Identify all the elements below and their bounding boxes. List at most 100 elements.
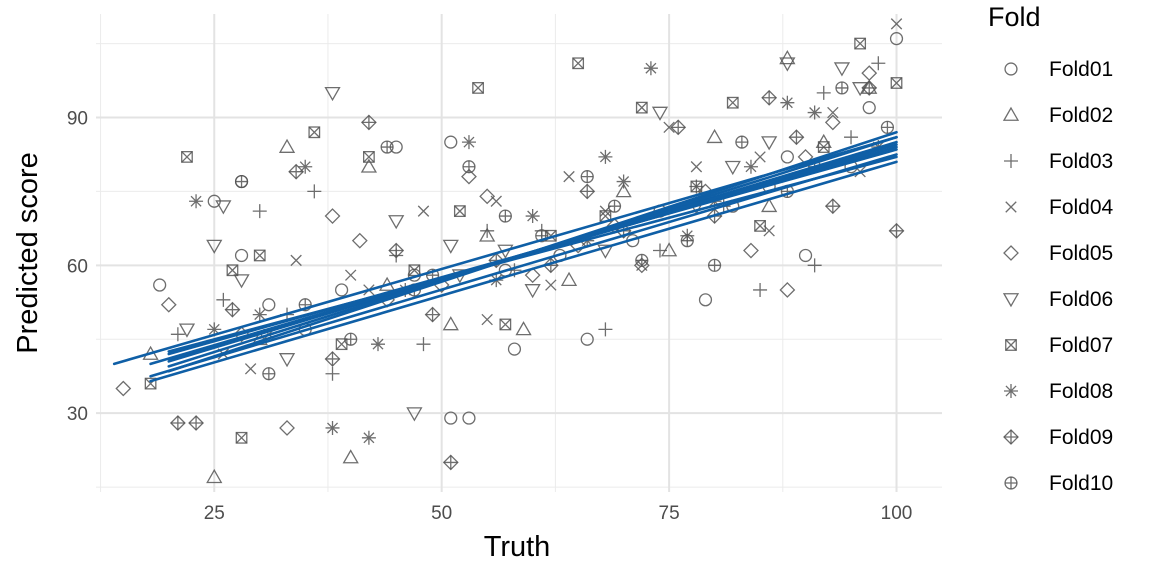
data-point-fold03 [844, 130, 859, 145]
data-point-fold07 [472, 82, 484, 94]
data-point-fold01 [580, 332, 594, 346]
data-point-fold01 [507, 342, 522, 356]
data-point-fold10 [462, 160, 476, 174]
data-point-fold06 [761, 136, 778, 151]
data-point-fold06 [206, 239, 223, 254]
data-point-fold10 [735, 135, 749, 149]
data-point-fold02 [206, 468, 223, 484]
data-point-fold02 [706, 128, 723, 144]
data-point-fold03 [653, 243, 667, 258]
data-point-fold09 [188, 415, 204, 431]
data-point-fold05 [743, 242, 759, 259]
data-point-fold05 [461, 168, 477, 185]
legend-key-fold05 [1003, 245, 1019, 261]
data-point-fold07 [754, 219, 766, 232]
axis-layer: 25 50 75 100 30 60 90 [67, 108, 913, 524]
data-point-fold09 [788, 129, 805, 146]
data-point-fold03 [816, 85, 831, 100]
data-point-fold05 [779, 282, 796, 298]
data-point-fold07 [181, 151, 193, 163]
data-point-fold09 [761, 89, 778, 106]
y-tick-label: 30 [67, 404, 88, 425]
data-point-fold03 [325, 366, 340, 381]
data-point-fold02 [560, 271, 578, 287]
data-point-fold04 [690, 161, 703, 173]
data-point-fold08 [361, 430, 376, 445]
data-point-fold03 [252, 204, 267, 219]
data-point-fold03 [170, 327, 185, 342]
legend-label: Fold10 [1049, 472, 1113, 495]
fit-line-fold09 [112, 135, 898, 366]
data-point-fold05 [824, 114, 841, 131]
data-point-fold04 [890, 18, 903, 30]
data-point-fold07 [690, 180, 703, 193]
data-point-fold06 [278, 353, 296, 368]
data-point-fold09 [424, 306, 441, 323]
data-point-fold03 [480, 223, 495, 238]
data-point-fold08 [298, 159, 313, 174]
legend-key-fold02 [1002, 106, 1020, 121]
data-point-fold02 [442, 316, 459, 331]
data-point-fold07 [363, 151, 375, 163]
data-point-fold10 [498, 209, 512, 223]
data-point-fold10 [680, 234, 694, 248]
data-point-fold04 [290, 254, 302, 267]
y-tick-label: 90 [67, 108, 88, 129]
data-point-fold08 [598, 149, 613, 164]
data-point-fold07 [253, 249, 266, 262]
data-point-fold01 [444, 135, 458, 149]
y-axis-title: Predicted score [12, 152, 44, 354]
data-point-fold01 [153, 278, 167, 292]
legend-label: Fold04 [1049, 196, 1114, 219]
data-point-fold08 [616, 174, 631, 189]
data-point-fold01 [462, 411, 476, 425]
legend-label: Fold09 [1049, 426, 1113, 449]
legend-title: Fold [988, 2, 1041, 32]
legend: Fold Fold01Fold02Fold03Fold04Fold05Fold0… [988, 2, 1114, 495]
data-point-fold04 [481, 313, 493, 326]
data-point-fold04 [827, 106, 839, 119]
data-point-fold04 [417, 205, 430, 217]
data-point-fold07 [817, 141, 830, 153]
data-point-fold02 [761, 197, 778, 213]
data-point-fold09 [360, 114, 377, 131]
data-point-fold01 [234, 248, 249, 263]
data-point-fold06 [651, 106, 669, 121]
data-point-fold03 [598, 322, 613, 337]
legend-key-fold07 [1005, 339, 1017, 351]
data-point-fold07 [499, 318, 512, 331]
data-point-fold07 [726, 96, 739, 109]
legend-key-fold10 [1004, 476, 1018, 490]
data-point-fold01 [335, 283, 349, 297]
x-tick-label: 25 [204, 503, 225, 524]
data-point-fold02 [515, 321, 532, 336]
data-point-fold07 [308, 126, 321, 139]
data-point-fold02 [342, 449, 359, 464]
fit-lines-layer [112, 130, 898, 383]
data-point-fold09 [670, 119, 687, 136]
data-point-fold04 [545, 279, 557, 291]
data-point-fold06 [442, 239, 459, 254]
data-point-fold09 [442, 454, 459, 471]
data-point-fold03 [753, 282, 768, 297]
data-point-fold05 [279, 420, 295, 436]
data-point-fold02 [615, 183, 632, 198]
data-point-fold06 [833, 62, 851, 77]
fit-line-fold07 [149, 160, 898, 383]
data-point-fold08 [189, 194, 204, 209]
x-axis-title: Truth [484, 531, 551, 563]
data-point-fold04 [563, 170, 575, 183]
data-point-fold09 [169, 415, 186, 431]
data-point-fold10 [635, 253, 649, 267]
data-point-fold01 [780, 150, 794, 164]
fit-line-fold10 [167, 155, 898, 353]
legend-key-fold06 [1002, 293, 1020, 308]
data-point-fold09 [888, 222, 905, 239]
data-point-fold09 [579, 183, 596, 200]
legend-key-fold03 [1004, 154, 1018, 168]
data-point-fold08 [207, 322, 222, 337]
x-tick-label: 50 [431, 503, 452, 524]
legend-label: Fold07 [1049, 334, 1113, 357]
